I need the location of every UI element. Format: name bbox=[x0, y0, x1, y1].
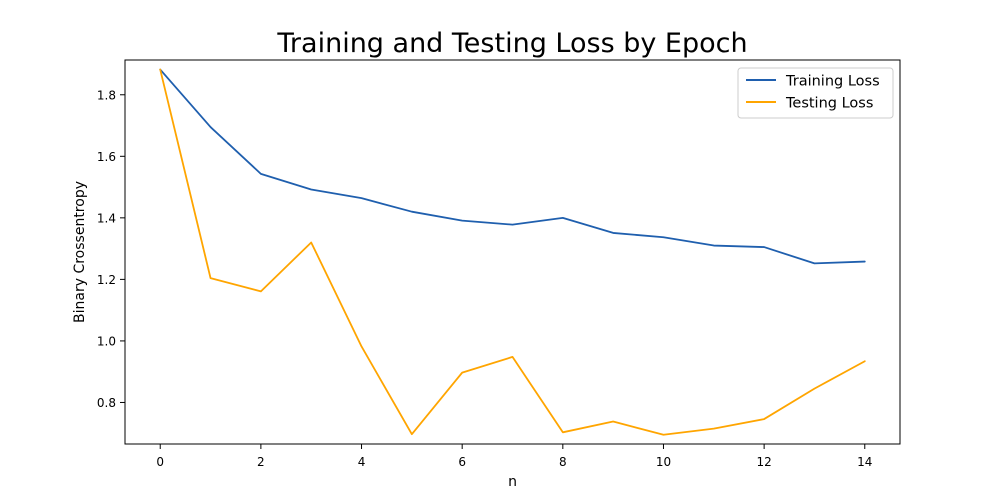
x-tick-label: 4 bbox=[358, 455, 366, 469]
testing-loss-line bbox=[159, 68, 866, 436]
x-axis: 0 2 4 6 8 10 12 14 bbox=[156, 444, 872, 469]
legend-label-testing: Testing Loss bbox=[785, 96, 873, 112]
x-tick-label: 0 bbox=[156, 455, 164, 469]
x-axis-label: n bbox=[508, 474, 517, 490]
legend-box bbox=[737, 67, 894, 119]
y-tick-label: 0.8 bbox=[97, 396, 116, 410]
plot-area bbox=[125, 60, 900, 444]
y-axis: 0.8 1.0 1.2 1.4 1.6 1.8 bbox=[97, 88, 125, 410]
chart-title: Training and Testing Loss by Epoch bbox=[276, 28, 747, 59]
training-loss-line bbox=[159, 68, 866, 265]
x-tick-label: 8 bbox=[559, 455, 567, 469]
plot-frame bbox=[124, 59, 901, 445]
x-tick-label: 14 bbox=[857, 455, 872, 469]
legend: Training Loss Testing Loss bbox=[737, 67, 894, 119]
y-tick-label: 1.0 bbox=[97, 334, 116, 348]
series-layer bbox=[159, 68, 866, 436]
y-axis-label: Binary Crossentropy bbox=[72, 181, 88, 323]
x-tick-label: 12 bbox=[756, 455, 771, 469]
x-tick-label: 6 bbox=[458, 455, 466, 469]
x-tick-label: 10 bbox=[656, 455, 671, 469]
legend-label-training: Training Loss bbox=[785, 74, 880, 90]
x-tick-label: 2 bbox=[257, 455, 265, 469]
y-tick-label: 1.4 bbox=[97, 211, 116, 225]
y-tick-label: 1.8 bbox=[97, 88, 116, 102]
y-tick-label: 1.6 bbox=[97, 150, 116, 164]
y-tick-label: 1.2 bbox=[97, 273, 116, 287]
